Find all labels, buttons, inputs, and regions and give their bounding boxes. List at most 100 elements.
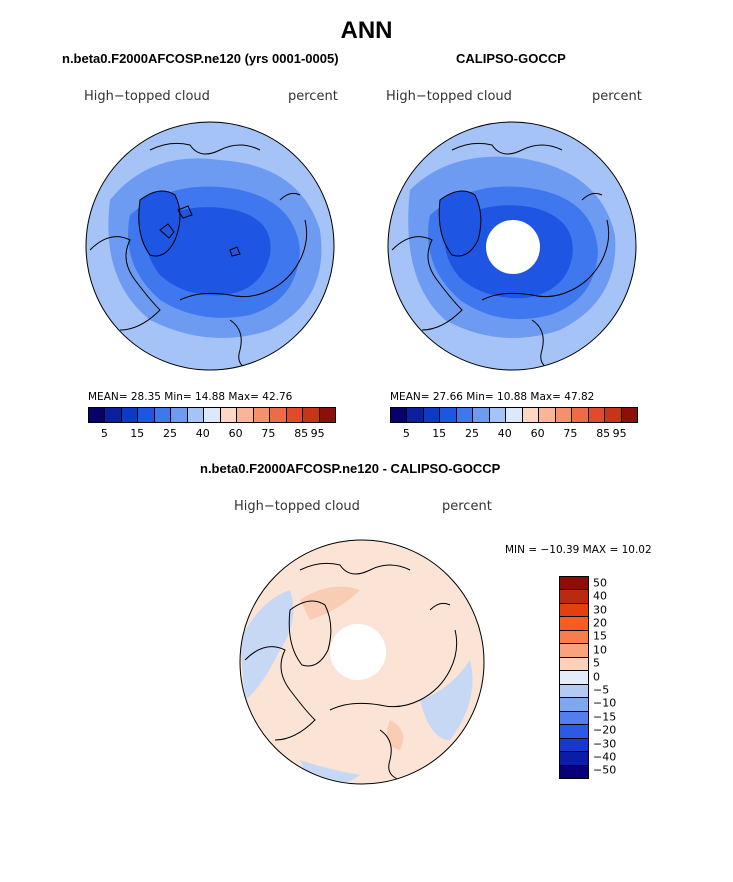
- obs-colorbar-swatch: [572, 408, 589, 422]
- obs-colorbar-swatch: [407, 408, 424, 422]
- obs-coastline-eurasia: [481, 192, 610, 370]
- diff-colorbar-ticks: 50 40 30 20 15 10 5 0 −5 −10 −15 −20 −30 −40 −50: [593, 576, 633, 777]
- diff-colorbar-swatch: [560, 617, 588, 631]
- obs-colorbar-tick-label: 60: [530, 427, 545, 440]
- model-colorbar-swatch: [89, 408, 106, 422]
- model-colorbar-swatch: [270, 408, 287, 422]
- obs-colorbar-ticks: 5 15 25 40 60 75 85 95: [390, 427, 636, 441]
- obs-cloud-band-light: [408, 156, 616, 338]
- diff-colorbar-tick-label: 0: [593, 670, 600, 683]
- diff-colorbar-tick-label: −10: [593, 696, 617, 710]
- figure-title: ANN: [340, 17, 393, 44]
- obs-colorbar-swatch: [605, 408, 622, 422]
- model-colorbar-tick-label: 25: [163, 427, 177, 440]
- diff-panel-title: n.beta0.F2000AFCOSP.ne120 - CALIPSO-GOCC…: [200, 461, 501, 476]
- diff-map-background: [240, 540, 484, 784]
- diff-map-border: [239, 539, 485, 785]
- diff-colorbar-swatch: [560, 630, 588, 645]
- model-colorbar-swatch: [220, 408, 238, 422]
- obs-map-border: [387, 121, 637, 371]
- model-cloud-band-light: [108, 158, 322, 338]
- diff-positive-region: [300, 586, 404, 750]
- diff-colorbar-tick-label: 20: [593, 616, 607, 630]
- obs-colorbar-swatch: [621, 408, 638, 422]
- model-greenland: [138, 190, 181, 257]
- obs-stats: MEAN= 27.66 Min= 10.88 Max= 47.82: [390, 391, 595, 403]
- obs-colorbar-swatch: [489, 408, 507, 422]
- model-cloud-band-mid: [128, 186, 300, 318]
- obs-colorbar-swatch: [555, 408, 573, 422]
- diff-colorbar-swatch: [560, 577, 588, 591]
- diff-colorbar-swatch: [560, 671, 588, 685]
- model-colorbar-tick-label: 60: [228, 427, 243, 440]
- model-coastline-americas: [89, 142, 261, 331]
- obs-colorbar-swatch: [539, 408, 556, 422]
- obs-colorbar-swatch: [440, 408, 457, 422]
- obs-colorbar-swatch: [423, 408, 441, 422]
- model-colorbar-swatch: [319, 408, 336, 422]
- model-stats: MEAN= 28.35 Min= 14.88 Max= 42.76: [88, 391, 293, 403]
- model-units-label: percent: [288, 89, 338, 104]
- diff-colorbar-tick-label: 10: [593, 643, 607, 657]
- obs-cloud-band-mid: [428, 186, 598, 320]
- model-colorbar-swatch: [171, 408, 188, 422]
- model-colorbar-swatch: [237, 408, 254, 422]
- model-colorbar-swatch: [303, 408, 320, 422]
- model-colorbar-tick-label: 5: [100, 427, 108, 440]
- obs-missing-data-hole: [486, 220, 540, 274]
- diff-colorbar-swatch: [560, 711, 588, 726]
- model-panel-title: n.beta0.F2000AFCOSP.ne120 (yrs 0001-0005…: [62, 51, 339, 66]
- obs-cloud-band-deep: [444, 205, 573, 299]
- diff-variable-label: High−topped cloud: [234, 499, 360, 514]
- obs-colorbar-tick-label: 75: [563, 427, 578, 440]
- obs-colorbar-tick-label: 95: [612, 427, 627, 440]
- model-colorbar-swatch: [204, 408, 221, 422]
- diff-colorbar-swatch: [560, 738, 588, 753]
- obs-variable-label: High−topped cloud: [386, 89, 512, 104]
- diff-colorbar-swatch: [560, 684, 588, 699]
- diff-colorbar-swatch: [560, 765, 588, 779]
- obs-colorbar-tick-label: 15: [432, 427, 447, 440]
- obs-colorbar-swatch: [506, 408, 523, 422]
- model-colorbar: [88, 407, 336, 423]
- model-colorbar-swatch: [105, 408, 122, 422]
- diff-colorbar-tick-label: −5: [593, 683, 610, 697]
- obs-map-background: [388, 122, 636, 370]
- model-colorbar-swatch: [187, 408, 205, 422]
- diff-colorbar-tick-label: −40: [593, 750, 617, 764]
- diff-colorbar-tick-label: 30: [593, 603, 607, 616]
- diff-stats: MIN = −10.39 MAX = 10.02: [505, 544, 652, 556]
- diff-colorbar-tick-label: 15: [593, 629, 607, 643]
- obs-colorbar-tick-label: 25: [465, 427, 479, 440]
- diff-missing-data-hole: [330, 624, 386, 680]
- model-variable-label: High−topped cloud: [84, 89, 210, 104]
- obs-colorbar-tick-label: 40: [497, 427, 512, 440]
- model-colorbar-swatch: [138, 408, 155, 422]
- diff-colorbar-swatch: [560, 752, 588, 766]
- obs-units-label: percent: [592, 89, 642, 104]
- diff-colorbar-swatch: [560, 603, 588, 618]
- obs-colorbar-swatch: [473, 408, 490, 422]
- model-colorbar-tick-label: 75: [261, 427, 276, 440]
- model-colorbar-tick-label: 40: [195, 427, 210, 440]
- obs-colorbar-swatch: [391, 408, 408, 422]
- model-colorbar-tick-label: 85: [294, 427, 309, 440]
- diff-coastline-eurasia: [329, 602, 458, 781]
- obs-colorbar-swatch: [588, 408, 606, 422]
- model-map-background: [86, 122, 334, 370]
- diff-colorbar-tick-label: −30: [593, 737, 617, 750]
- model-colorbar-ticks: 5 15 25 40 60 75 85 95: [88, 427, 334, 441]
- diff-negative-region: [240, 590, 473, 784]
- model-colorbar-tick-label: 95: [310, 427, 325, 440]
- model-colorbar-swatch: [121, 408, 139, 422]
- diff-colorbar-tick-label: 5: [593, 656, 600, 670]
- obs-panel-title: CALIPSO-GOCCP: [456, 51, 566, 66]
- model-arctic-islands: [159, 205, 241, 257]
- diff-colorbar-swatch: [560, 657, 588, 672]
- diff-colorbar: [559, 576, 589, 779]
- model-colorbar-swatch: [253, 408, 271, 422]
- obs-coastline-americas: [391, 142, 563, 331]
- diff-units-label: percent: [442, 499, 492, 514]
- diff-colorbar-tick-label: 40: [593, 589, 607, 603]
- diff-greenland: [288, 600, 332, 667]
